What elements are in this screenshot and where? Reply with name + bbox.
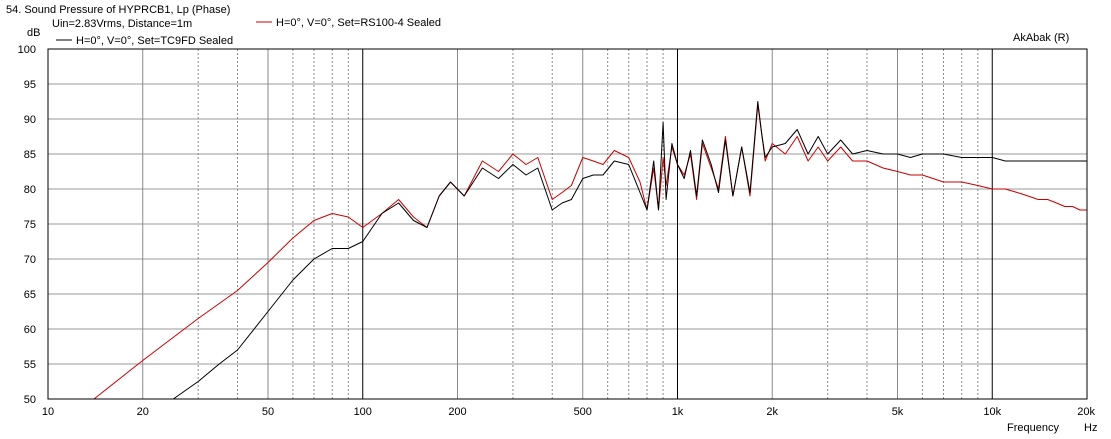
- plot-frame: [47, 48, 1088, 400]
- y-tick-label: 65: [24, 289, 36, 301]
- x-tick-label: 200: [448, 406, 466, 418]
- x-tick-label: 20k: [1077, 406, 1095, 418]
- x-axis-unit: Hz: [1084, 422, 1097, 434]
- y-tick-label: 85: [24, 149, 36, 161]
- y-tick-label: 60: [24, 324, 36, 336]
- series-line-tc9fd: [48, 101, 1087, 400]
- y-axis-ticks: 100 95 90 85 80 75 70 65 60 55 50: [18, 44, 36, 406]
- y-tick-label: 95: [24, 79, 36, 91]
- grid: [48, 49, 1087, 399]
- series-group: [48, 101, 1087, 400]
- x-tick-label: 10: [42, 406, 54, 418]
- y-tick-label: 70: [24, 254, 36, 266]
- x-tick-label: 100: [354, 406, 372, 418]
- y-tick-label: 75: [24, 219, 36, 231]
- y-tick-label: 100: [18, 44, 36, 56]
- y-tick-label: 80: [24, 184, 36, 196]
- y-axis-unit: dB: [27, 27, 40, 39]
- y-tick-label: 50: [24, 394, 36, 406]
- watermark-label: AkAbak (R): [1013, 32, 1069, 44]
- x-axis-ticks: 10 20 50 100 200 500 1k 2k 5k 10k 20k: [42, 406, 1096, 418]
- y-tick-label: 55: [24, 359, 36, 371]
- x-axis-label: Frequency: [1007, 422, 1059, 434]
- x-tick-label: 500: [574, 406, 592, 418]
- y-tick-label: 90: [24, 114, 36, 126]
- x-tick-label: 20: [137, 406, 149, 418]
- x-tick-label: 5k: [892, 406, 904, 418]
- chart-subtitle: Uin=2.83Vrms, Distance=1m: [52, 18, 192, 30]
- legend-label-red: H=0°, V=0°, Set=RS100-4 Sealed: [276, 17, 441, 29]
- chart-title: 54. Sound Pressure of HYPRCB1, Lp (Phase…: [6, 4, 230, 16]
- x-tick-label: 2k: [766, 406, 778, 418]
- x-tick-label: 50: [262, 406, 274, 418]
- x-tick-label: 10k: [983, 406, 1001, 418]
- x-tick-label: 1k: [672, 406, 684, 418]
- legend-label-black: H=0°, V=0°, Set=TC9FD Sealed: [76, 35, 233, 47]
